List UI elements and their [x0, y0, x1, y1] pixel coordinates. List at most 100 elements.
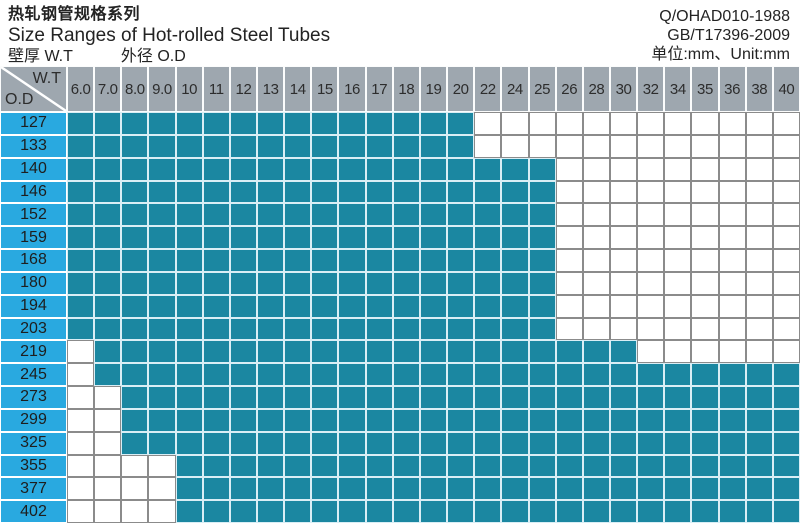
- wt-header-cell: 28: [582, 66, 610, 112]
- od-cell: 140: [0, 157, 67, 181]
- size-available-cell: [365, 294, 393, 318]
- size-unavailable-cell: [94, 500, 122, 523]
- size-unavailable-cell: [718, 203, 746, 227]
- size-available-cell: [528, 157, 556, 181]
- size-available-cell: [311, 249, 339, 272]
- size-available-cell: [338, 203, 366, 227]
- od-cell: 152: [0, 203, 67, 227]
- size-unavailable-cell: [94, 386, 122, 409]
- size-available-cell: [229, 340, 258, 364]
- size-available-cell: [338, 157, 366, 181]
- legend-spacer: [73, 48, 121, 66]
- size-available-cell: [501, 249, 529, 272]
- size-available-cell: [365, 226, 393, 249]
- size-available-cell: [447, 363, 475, 386]
- size-available-cell: [229, 431, 258, 455]
- size-available-cell: [175, 180, 203, 204]
- size-available-cell: [284, 294, 312, 318]
- wt-header-cell: 30: [609, 66, 638, 112]
- size-available-cell: [365, 249, 393, 272]
- size-available-cell: [148, 271, 176, 295]
- size-available-cell: [229, 249, 258, 272]
- size-available-cell: [419, 157, 448, 181]
- size-available-cell: [338, 340, 366, 364]
- size-available-cell: [474, 500, 502, 523]
- size-available-cell: [284, 249, 312, 272]
- size-available-cell: [637, 500, 665, 523]
- standard-code-1: Q/OHAD010-1988: [659, 8, 790, 25]
- size-available-cell: [419, 363, 448, 386]
- size-available-cell: [148, 408, 176, 432]
- size-available-cell: [257, 226, 285, 249]
- size-unavailable-cell: [745, 203, 773, 227]
- size-available-cell: [609, 363, 638, 386]
- size-available-cell: [392, 454, 420, 478]
- size-available-cell: [392, 249, 420, 272]
- size-available-cell: [528, 180, 556, 204]
- size-available-cell: [229, 203, 258, 227]
- size-available-cell: [555, 454, 583, 478]
- size-available-cell: [474, 477, 502, 501]
- size-available-cell: [501, 226, 529, 249]
- size-unavailable-cell: [582, 271, 610, 295]
- wt-header-cell: 34: [664, 66, 692, 112]
- size-unavailable-cell: [474, 134, 502, 158]
- size-available-cell: [745, 431, 773, 455]
- size-unavailable-cell: [691, 294, 719, 318]
- size-available-cell: [664, 408, 692, 432]
- size-available-cell: [175, 340, 203, 364]
- size-unavailable-cell: [582, 249, 610, 272]
- size-available-cell: [392, 112, 420, 135]
- size-available-cell: [284, 226, 312, 249]
- size-unavailable-cell: [772, 249, 800, 272]
- size-unavailable-cell: [609, 317, 638, 341]
- size-unavailable-cell: [94, 431, 122, 455]
- od-cell: 219: [0, 340, 67, 364]
- od-legend-label: 外径 O.D: [120, 48, 186, 65]
- size-unavailable-cell: [718, 249, 746, 272]
- size-available-cell: [528, 317, 556, 341]
- size-unavailable-cell: [772, 271, 800, 295]
- size-unavailable-cell: [609, 203, 638, 227]
- size-unavailable-cell: [67, 340, 95, 364]
- size-available-cell: [419, 500, 448, 523]
- size-available-cell: [311, 317, 339, 341]
- size-available-cell: [419, 454, 448, 478]
- size-available-cell: [392, 317, 420, 341]
- size-available-cell: [419, 203, 448, 227]
- size-available-cell: [202, 363, 230, 386]
- size-available-cell: [609, 408, 638, 432]
- corner-od-label: O.D: [5, 91, 34, 108]
- size-unavailable-cell: [718, 226, 746, 249]
- size-available-cell: [284, 477, 312, 501]
- size-unavailable-cell: [691, 157, 719, 181]
- size-unavailable-cell: [121, 500, 149, 523]
- size-available-cell: [229, 294, 258, 318]
- size-unavailable-cell: [718, 317, 746, 341]
- size-unavailable-cell: [691, 340, 719, 364]
- size-available-cell: [94, 271, 122, 295]
- size-available-cell: [392, 271, 420, 295]
- size-available-cell: [202, 180, 230, 204]
- size-available-cell: [94, 134, 122, 158]
- size-available-cell: [148, 363, 176, 386]
- size-available-cell: [229, 500, 258, 523]
- size-available-cell: [392, 226, 420, 249]
- size-available-cell: [419, 249, 448, 272]
- size-available-cell: [311, 226, 339, 249]
- size-available-cell: [257, 363, 285, 386]
- size-available-cell: [447, 431, 475, 455]
- size-unavailable-cell: [691, 112, 719, 135]
- size-unavailable-cell: [501, 134, 529, 158]
- page-title-en: Size Ranges of Hot-rolled Steel Tubes: [8, 25, 331, 46]
- size-available-cell: [501, 431, 529, 455]
- wt-legend-label: 壁厚 W.T: [8, 48, 73, 65]
- size-available-cell: [392, 203, 420, 227]
- size-available-cell: [718, 386, 746, 409]
- corner-wt-label: W.T: [32, 70, 61, 87]
- size-unavailable-cell: [772, 112, 800, 135]
- size-available-cell: [501, 157, 529, 181]
- size-available-cell: [501, 363, 529, 386]
- size-available-cell: [664, 477, 692, 501]
- size-available-cell: [121, 226, 149, 249]
